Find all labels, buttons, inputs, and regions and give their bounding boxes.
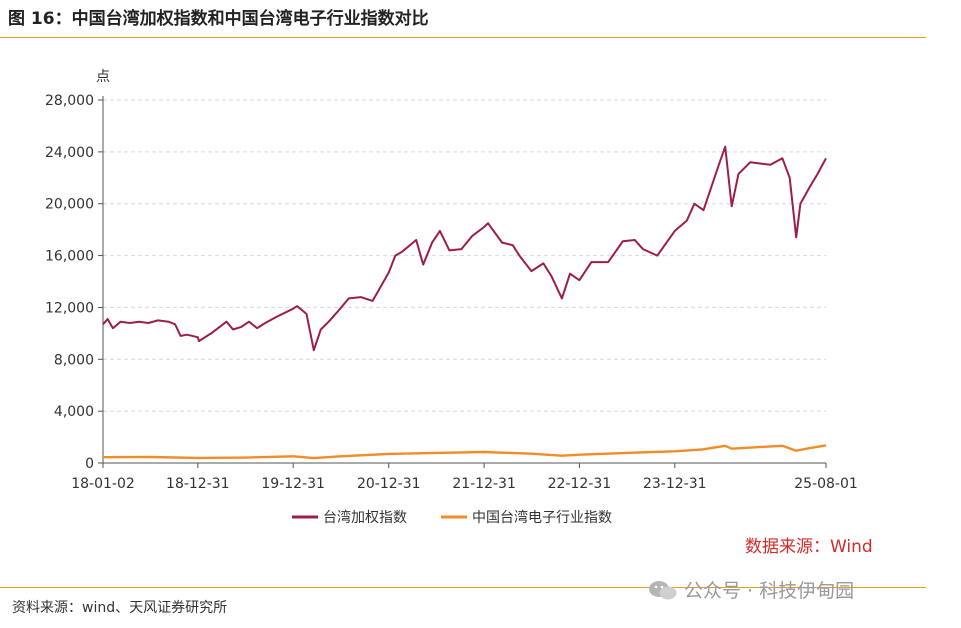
title-divider [0,37,926,38]
line-chart: 0 4,000 8,000 12,000 16,000 20,000 24,000 28,00… [45,69,873,557]
chart-source-note: 数据来源：Wind [745,537,873,557]
x-tick-label: 25-08-01 [794,476,858,492]
figure-title: 图 16：中国台湾加权指数和中国台湾电子行业指数对比 [8,9,429,29]
x-tick-label: 18-01-02 [71,476,135,492]
y-tick-label: 16,000 [45,249,94,265]
x-tick-label: 22-12-31 [548,476,612,492]
series-line-1 [102,145,827,352]
legend-label-1: 台湾加权指数 [323,509,407,526]
legend-label-2: 中国台湾电子行业指数 [472,509,612,526]
y-tick-label: 0 [85,456,94,472]
watermark: 公众号 · 科技伊甸园 [648,576,854,603]
y-tick-label: 12,000 [45,300,94,316]
x-tick-label: 20-12-31 [357,476,421,492]
y-tick-label: 28,000 [45,93,94,109]
chart-series [102,145,827,460]
x-tick-label: 21-12-31 [452,476,516,492]
y-tick-label: 20,000 [45,197,94,213]
source-footer: 资料来源：wind、天风证券研究所 [12,600,228,616]
wechat-icon [649,580,677,599]
x-tick-label: 18-12-31 [166,476,230,492]
watermark-text: 公众号 · 科技伊甸园 [684,580,855,602]
y-tick-label: 24,000 [45,145,94,161]
chart-axes: 0 4,000 8,000 12,000 16,000 20,000 24,000 28,00… [45,93,858,492]
x-tick-label: 23-12-31 [643,476,707,492]
y-tick-label: 8,000 [54,352,94,368]
y-axis-unit-label: 点 [96,69,110,85]
y-tick-label: 4,000 [54,404,94,420]
chart-legend: 台湾加权指数 中国台湾电子行业指数 [292,509,612,526]
footer-divider [0,587,926,588]
x-tick-label: 19-12-31 [261,476,325,492]
series-line-2 [102,444,827,460]
chart-grid [103,99,826,412]
